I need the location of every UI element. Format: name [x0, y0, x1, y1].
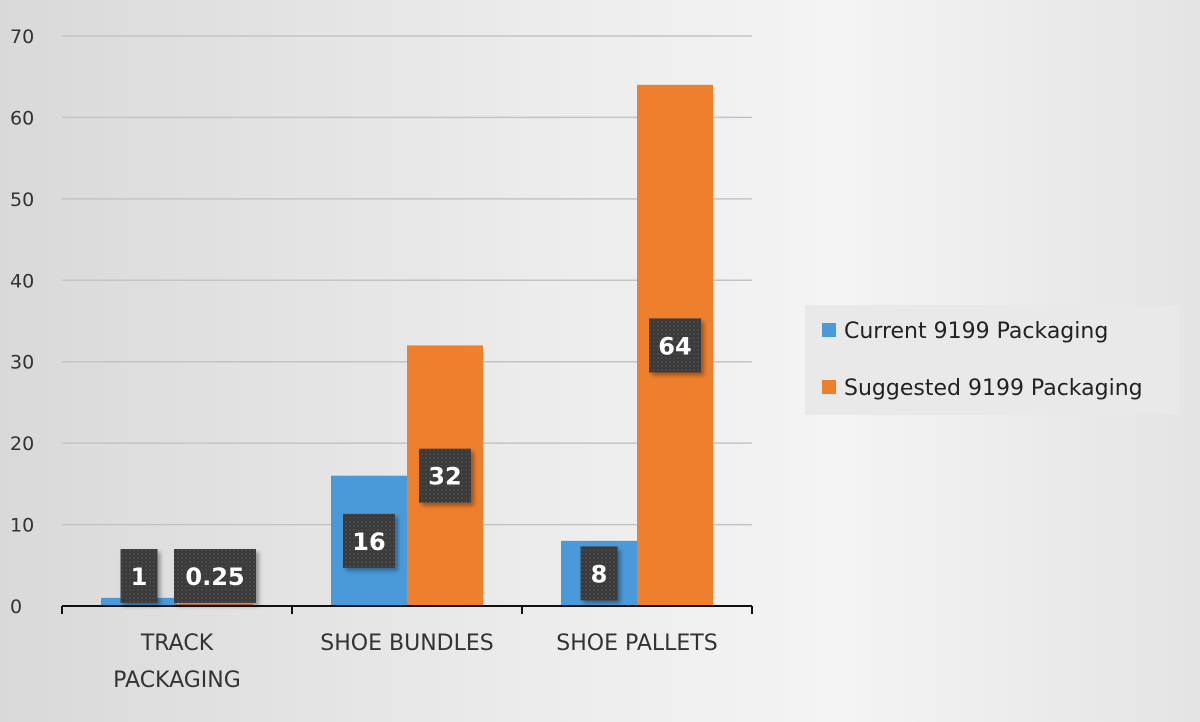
data-label: 16 [352, 528, 385, 556]
data-label-box [174, 549, 256, 603]
legend-swatch [822, 380, 836, 394]
x-category-label: PACKAGING [113, 668, 241, 693]
legend: Current 9199 Packaging Suggested 9199 Pac… [805, 305, 1180, 415]
data-label: 64 [658, 332, 691, 360]
y-tick-label: 0 [10, 596, 22, 618]
y-tick-label: 70 [10, 26, 34, 48]
data-label: 0.25 [185, 563, 244, 591]
data-label-box [580, 546, 618, 601]
y-tick-label: 20 [10, 433, 34, 455]
legend-box [805, 305, 1180, 415]
legend-swatch [822, 323, 836, 337]
y-tick-label: 60 [10, 107, 34, 129]
data-label-box [419, 448, 471, 503]
data-labels: 1 0.25 16 32 8 64 [120, 318, 701, 603]
y-tick-label: 10 [10, 515, 34, 537]
bars [101, 84, 713, 607]
data-label: 1 [131, 563, 148, 591]
bar-suggested-9199-packaging [177, 603, 253, 606]
x-category-label: SHOE BUNDLES [320, 631, 493, 656]
y-tick-label: 50 [10, 189, 34, 211]
data-label-box [343, 513, 395, 568]
data-label-box [649, 318, 701, 373]
data-label: 8 [591, 560, 608, 588]
axes: TRACK PACKAGING SHOE BUNDLES SHOE PALLETS [61, 605, 753, 693]
x-category-label: TRACK [140, 631, 214, 656]
x-category-label: SHOE PALLETS [556, 631, 717, 656]
data-label: 32 [428, 463, 461, 491]
legend-label: Suggested 9199 Packaging [844, 376, 1143, 401]
legend-label: Current 9199 Packaging [844, 319, 1108, 344]
data-label-box [120, 549, 158, 603]
y-tick-label: 40 [10, 270, 34, 292]
y-tick-label: 30 [10, 352, 34, 374]
